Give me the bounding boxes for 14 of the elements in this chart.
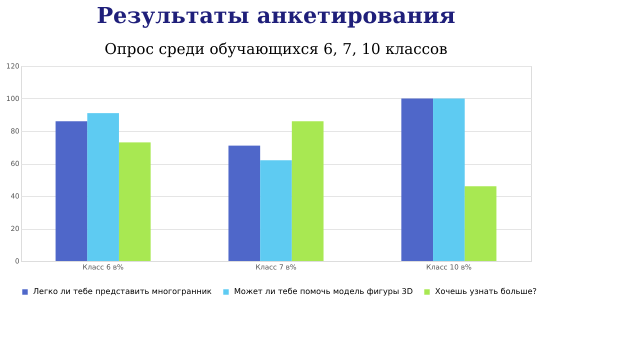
chart-subtitle: Опрос среди обучающихся 6, 7, 10 классов bbox=[104, 40, 448, 58]
legend-label: Легко ли тебе представить многогранник bbox=[33, 287, 212, 296]
bar bbox=[292, 121, 324, 261]
bar bbox=[433, 98, 465, 261]
bar bbox=[464, 186, 496, 261]
bar bbox=[56, 121, 88, 261]
bar bbox=[87, 113, 119, 261]
chart-title: Результаты анкетирования bbox=[96, 3, 456, 29]
bar bbox=[228, 146, 260, 261]
bar bbox=[401, 98, 434, 261]
legend-label: Хочешь узнать больше? bbox=[435, 287, 537, 296]
bar bbox=[260, 160, 292, 261]
legend-label: Может ли тебе помочь модель фигуры 3D bbox=[234, 287, 413, 296]
bar bbox=[118, 142, 151, 261]
